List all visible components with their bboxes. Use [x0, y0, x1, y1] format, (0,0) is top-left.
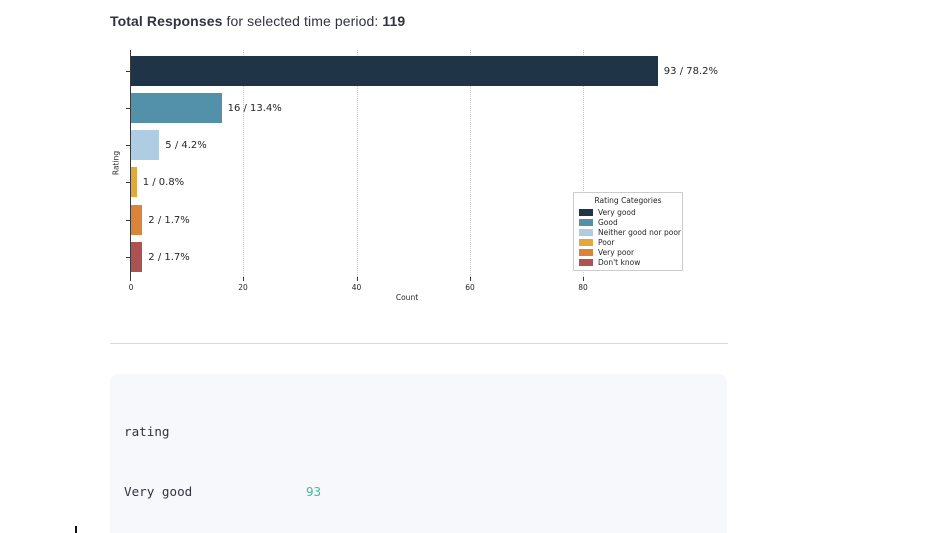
bar-row-poor: 1 / 0.8% — [131, 167, 184, 197]
plot-area: 93 / 78.2% 16 / 13.4% 5 / 4.2% 1 / 0.8% … — [112, 50, 718, 302]
legend-swatch-dont-know — [579, 258, 593, 266]
x-tick-label-60: 60 — [465, 283, 475, 292]
legend-label-good: Good — [598, 217, 618, 227]
gridline-60 — [470, 50, 471, 277]
bar-row-good: 16 / 13.4% — [131, 93, 282, 123]
bar-annotation-poor: 1 / 0.8% — [142, 176, 185, 188]
x-tick-80 — [583, 277, 584, 281]
legend-label-poor: Poor — [598, 237, 615, 247]
section-divider — [110, 343, 728, 344]
x-tick-40 — [356, 277, 358, 281]
y-tick-1 — [126, 70, 130, 72]
y-axis-spine — [130, 50, 131, 277]
legend-entry-dont-know: Don't know — [579, 257, 677, 267]
bar-good — [131, 93, 222, 123]
legend-label-dont-know: Don't know — [598, 257, 641, 267]
legend-label-very-good: Very good — [598, 207, 636, 217]
legend-label-neither: Neither good nor poor — [598, 227, 681, 237]
y-axis-label: Rating — [111, 150, 121, 176]
gridline-20 — [243, 50, 244, 277]
legend-swatch-very-poor — [579, 248, 593, 256]
code-value: 93 — [305, 483, 322, 499]
y-tick-3 — [126, 144, 130, 146]
y-tick-6 — [126, 256, 130, 258]
legend-entry-poor: Poor — [579, 237, 677, 247]
x-axis-label: Count — [395, 293, 419, 302]
total-responses-label: Total Responses — [110, 13, 223, 29]
x-tick-60 — [470, 277, 471, 281]
bar-poor — [131, 167, 137, 197]
text-cursor-artifact — [75, 526, 77, 533]
legend-title: Rating Categories — [594, 196, 662, 205]
gridline-80 — [583, 50, 584, 277]
bar-very-poor — [131, 205, 143, 235]
bar-row-dont-know: 2 / 1.7% — [131, 242, 190, 272]
legend-swatch-very-good — [579, 208, 593, 216]
bar-annotation-very-poor: 2 / 1.7% — [148, 214, 190, 226]
total-responses-count: 119 — [382, 13, 406, 29]
x-tick-label-20: 20 — [238, 283, 248, 292]
bar-dont-know — [131, 242, 143, 272]
bar-very-good — [131, 56, 658, 86]
legend-swatch-good — [579, 218, 593, 226]
legend: Rating Categories Very good Good Neither… — [573, 192, 683, 271]
x-tick-0 — [130, 277, 131, 281]
legend-entry-good: Good — [579, 217, 677, 227]
total-responses-middle: for selected time period: — [222, 13, 383, 29]
legend-swatch-neither — [579, 228, 593, 236]
gridline-40 — [356, 50, 358, 277]
bar-row-very-good: 93 / 78.2% — [131, 56, 718, 86]
code-line-header: rating — [124, 424, 170, 440]
code-line-very-good: Very good 93 — [124, 482, 713, 502]
y-tick-5 — [126, 219, 130, 221]
bar-annotation-neither: 5 / 4.2% — [165, 139, 207, 151]
bar-row-very-poor: 2 / 1.7% — [131, 205, 190, 235]
x-tick-20 — [243, 277, 244, 281]
bar-neither-good-nor-poor — [131, 130, 160, 160]
bar-annotation-very-good: 93 / 78.2% — [663, 65, 719, 77]
bar-annotation-good: 16 / 13.4% — [227, 102, 282, 114]
legend-label-very-poor: Very poor — [598, 247, 635, 257]
y-tick-4 — [126, 181, 130, 183]
x-tick-label-0: 0 — [128, 283, 134, 292]
legend-swatch-poor — [579, 238, 593, 246]
legend-entry-very-good: Very good — [579, 207, 677, 217]
bar-row-neither: 5 / 4.2% — [131, 130, 207, 160]
x-tick-label-40: 40 — [351, 283, 362, 292]
legend-entry-very-poor: Very poor — [579, 247, 677, 257]
y-tick-2 — [126, 107, 130, 109]
code-label: Very good — [124, 483, 193, 499]
total-responses-text: Total Responses for selected time period… — [110, 13, 405, 29]
x-tick-label-80: 80 — [578, 283, 588, 292]
bar-annotation-dont-know: 2 / 1.7% — [148, 251, 190, 263]
legend-entry-neither: Neither good nor poor — [579, 227, 681, 237]
